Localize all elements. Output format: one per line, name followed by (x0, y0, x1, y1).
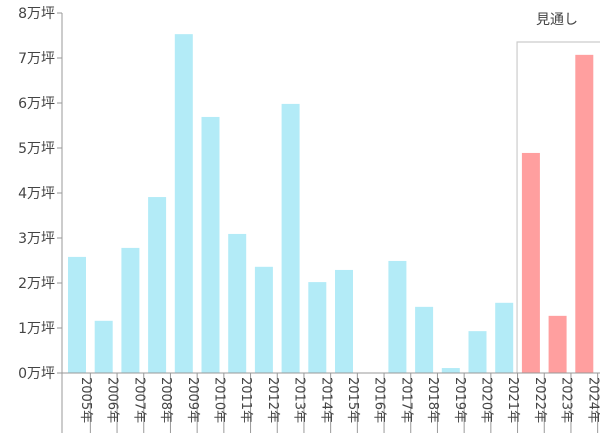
y-tick-label: 2万坪 (18, 276, 55, 292)
x-tick-label: 2012年 (265, 377, 280, 423)
forecast-label: 見通し (536, 12, 578, 28)
bar-2024年 (575, 54, 594, 373)
x-tick-label: 2019年 (452, 377, 467, 423)
x-tick-label: 2008年 (158, 377, 173, 423)
x-tick-label: 2011年 (238, 377, 253, 423)
bar-2022年 (521, 152, 540, 373)
y-tick-label: 0万坪 (18, 366, 55, 382)
x-tick-label: 2013年 (292, 377, 307, 423)
bar-2019年 (441, 368, 460, 373)
x-tick-label: 2024年 (585, 377, 600, 423)
bar-2023年 (548, 315, 567, 373)
bar-2021年 (495, 302, 514, 373)
y-tick-label: 5万坪 (18, 141, 55, 157)
bar-2020年 (468, 331, 487, 373)
x-tick-label: 2016年 (372, 377, 387, 423)
bar-2013年 (281, 103, 300, 374)
y-tick-label: 4万坪 (18, 186, 55, 202)
y-tick-label: 6万坪 (18, 96, 55, 112)
y-tick-label: 8万坪 (18, 6, 55, 22)
bar-2010年 (201, 116, 220, 373)
bar-2014年 (308, 282, 327, 373)
x-tick-label: 2007年 (131, 377, 146, 423)
x-tick-label: 2017年 (398, 377, 413, 423)
bar-2009年 (174, 34, 193, 374)
x-tick-label: 2014年 (318, 377, 333, 423)
x-tick-label: 2020年 (479, 377, 494, 423)
y-tick-label: 1万坪 (18, 321, 55, 337)
bar-2006年 (94, 320, 113, 373)
bar-2011年 (228, 233, 247, 373)
x-tick-label: 2022年 (532, 377, 547, 423)
x-tick-label: 2010年 (212, 377, 227, 423)
bar-2015年 (335, 269, 353, 373)
bar-2017年 (388, 260, 407, 373)
bar-2005年 (68, 256, 86, 373)
x-tick-label: 2023年 (559, 377, 574, 423)
bar-2008年 (148, 197, 167, 373)
x-tick-label: 2006年 (105, 377, 120, 423)
forecast-box (516, 41, 600, 373)
x-tick-label: 2015年 (345, 377, 360, 423)
x-tick-label: 2018年 (425, 377, 440, 423)
bar-2007年 (121, 247, 140, 373)
y-tick-label: 3万坪 (18, 231, 55, 247)
bar-2018年 (415, 306, 434, 373)
x-tick-label: 2009年 (185, 377, 200, 423)
bar-2012年 (254, 266, 273, 373)
y-tick-label: 7万坪 (18, 51, 55, 67)
x-tick-label: 2005年 (78, 377, 93, 423)
x-tick-label: 2021年 (505, 377, 520, 423)
